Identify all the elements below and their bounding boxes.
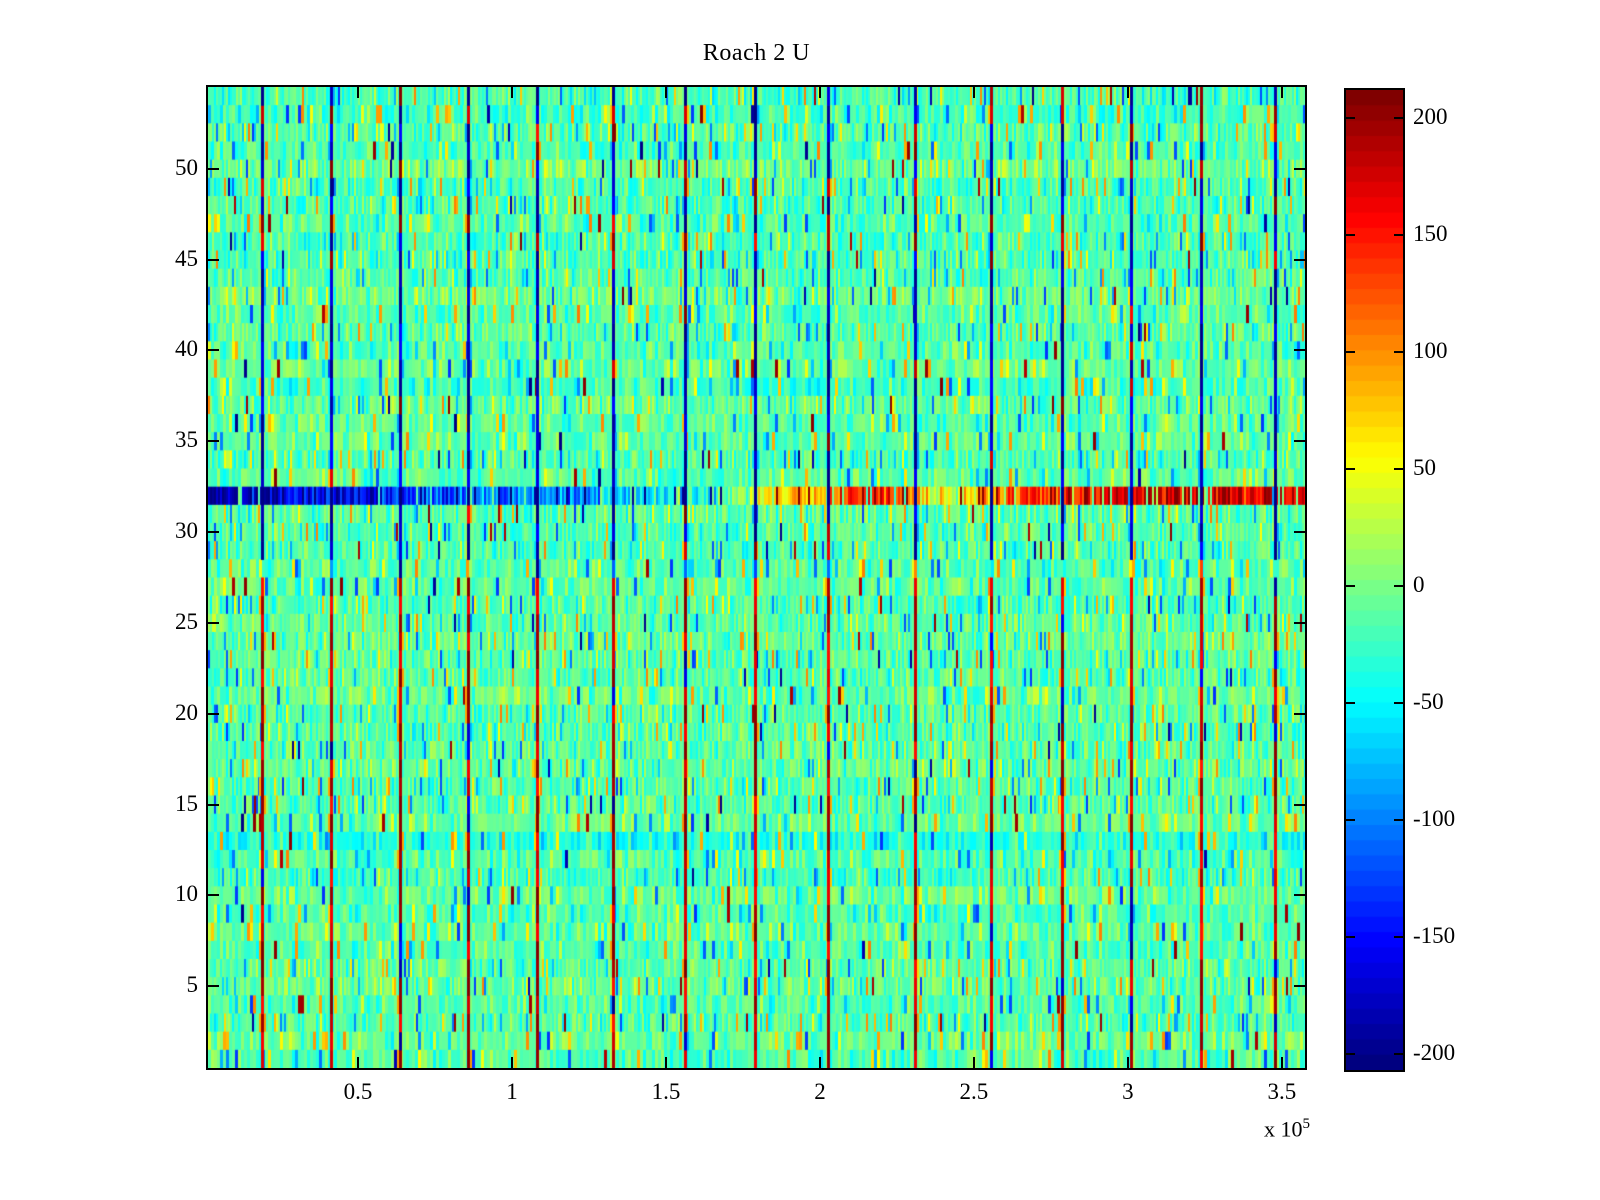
plot-title: Roach 2 U [702,40,811,66]
x-tick-mark-top [1280,87,1283,98]
x-tick-label: 3 [1122,1079,1134,1104]
colorbar-tick-mark-left [1346,350,1355,353]
y-tick-label: 50 [175,154,198,180]
x-tick-mark-top [356,87,359,98]
x-tick-mark-bottom [664,1057,667,1068]
y-tick-mark-left [208,985,219,988]
colorbar-tick-label: -100 [1413,805,1456,831]
x-tick-mark-top [1126,87,1129,98]
y-tick-label: 45 [175,245,198,271]
x-tick-label: 2 [814,1079,826,1104]
y-tick-mark-left [208,621,219,624]
x-tick-mark-bottom [1280,1057,1283,1068]
x-tick-mark-top [972,87,975,98]
x-tick-mark-top [818,87,821,98]
x-tick-mark-top [510,87,513,98]
y-tick-mark-left [208,440,219,443]
colorbar-tick-label: -150 [1413,922,1456,948]
colorbar-canvas [1346,90,1403,1070]
colorbar-tick-mark-right [1394,350,1403,353]
y-tick-label: 5 [186,972,199,998]
x-tick-label: 0.5 [343,1079,373,1104]
x-tick-mark-bottom [818,1057,821,1068]
colorbar-tick-label: 150 [1413,221,1448,246]
y-tick-mark-right [1294,531,1305,534]
colorbar-tick-mark-left [1346,584,1355,587]
x-axis-multiplier-exponent: 5 [1302,1116,1311,1132]
x-tick-label: 2.5 [959,1079,989,1104]
x-tick-mark-bottom [972,1057,975,1068]
colorbar-tick-mark-right [1394,701,1403,704]
x-tick-mark-top [664,87,667,98]
colorbar-tick-mark-right [1394,935,1403,938]
colorbar-tick-mark-left [1346,234,1355,236]
y-tick-label: 35 [175,427,198,453]
y-tick-mark-left [208,167,219,170]
colorbar-tick-mark-right [1394,1052,1403,1055]
y-tick-label: 20 [175,699,198,725]
y-tick-mark-right [1294,258,1305,261]
colorbar-tick-mark-left [1346,467,1355,470]
colorbar-tick-label: -50 [1413,688,1444,714]
x-tick-label: 3.5 [1267,1079,1297,1104]
colorbar-tick-mark-left [1346,1052,1355,1055]
y-tick-mark-right [1294,440,1305,443]
colorbar-tick-label: 50 [1413,454,1436,480]
y-tick-label: 30 [175,518,198,544]
x-tick-mark-bottom [1126,1057,1129,1068]
y-tick-mark-right [1294,349,1305,352]
x-tick-label: 1 [506,1079,518,1104]
y-tick-label: 25 [175,608,198,634]
colorbar-tick-mark-right [1394,584,1403,587]
colorbar-tick-label: -200 [1413,1039,1456,1065]
colorbar-tick-label: 200 [1413,104,1448,130]
x-tick-mark-bottom [356,1057,359,1068]
colorbar-tick-mark-right [1394,234,1403,236]
colorbar-tick-label: 100 [1413,337,1448,363]
colorbar-tick-mark-left [1346,935,1355,938]
x-axis-multiplier: x 105 [1215,1116,1310,1142]
colorbar-tick-mark-right [1394,117,1403,120]
colorbar-tick-mark-left [1346,701,1355,704]
plot-area-frame [206,85,1307,1070]
colorbar-tick-mark-right [1394,467,1403,470]
heatmap-canvas [208,87,1305,1068]
y-tick-mark-left [208,531,219,534]
y-tick-label: 15 [175,790,198,816]
x-axis-multiplier-prefix: x 10 [1264,1116,1303,1142]
y-tick-mark-left [208,349,219,352]
colorbar-frame [1344,88,1405,1072]
y-tick-mark-left [208,258,219,261]
y-tick-label: 40 [175,336,198,362]
colorbar-tick-mark-right [1394,818,1403,821]
colorbar-tick-mark-left [1346,818,1355,821]
colorbar-tick-label: 0 [1413,571,1425,597]
y-tick-label: 10 [175,881,198,907]
x-tick-mark-bottom [510,1057,513,1068]
y-tick-mark-left [208,712,219,715]
colorbar-tick-mark-left [1346,117,1355,120]
y-tick-mark-right [1294,712,1305,715]
y-tick-mark-left [208,894,219,897]
y-tick-mark-right [1294,167,1305,170]
x-tick-label: 1.5 [651,1079,681,1104]
y-tick-mark-right [1294,985,1305,988]
y-tick-mark-left [208,803,219,806]
y-tick-mark-right [1294,803,1305,806]
y-tick-mark-right [1294,621,1305,624]
y-tick-mark-right [1294,894,1305,897]
